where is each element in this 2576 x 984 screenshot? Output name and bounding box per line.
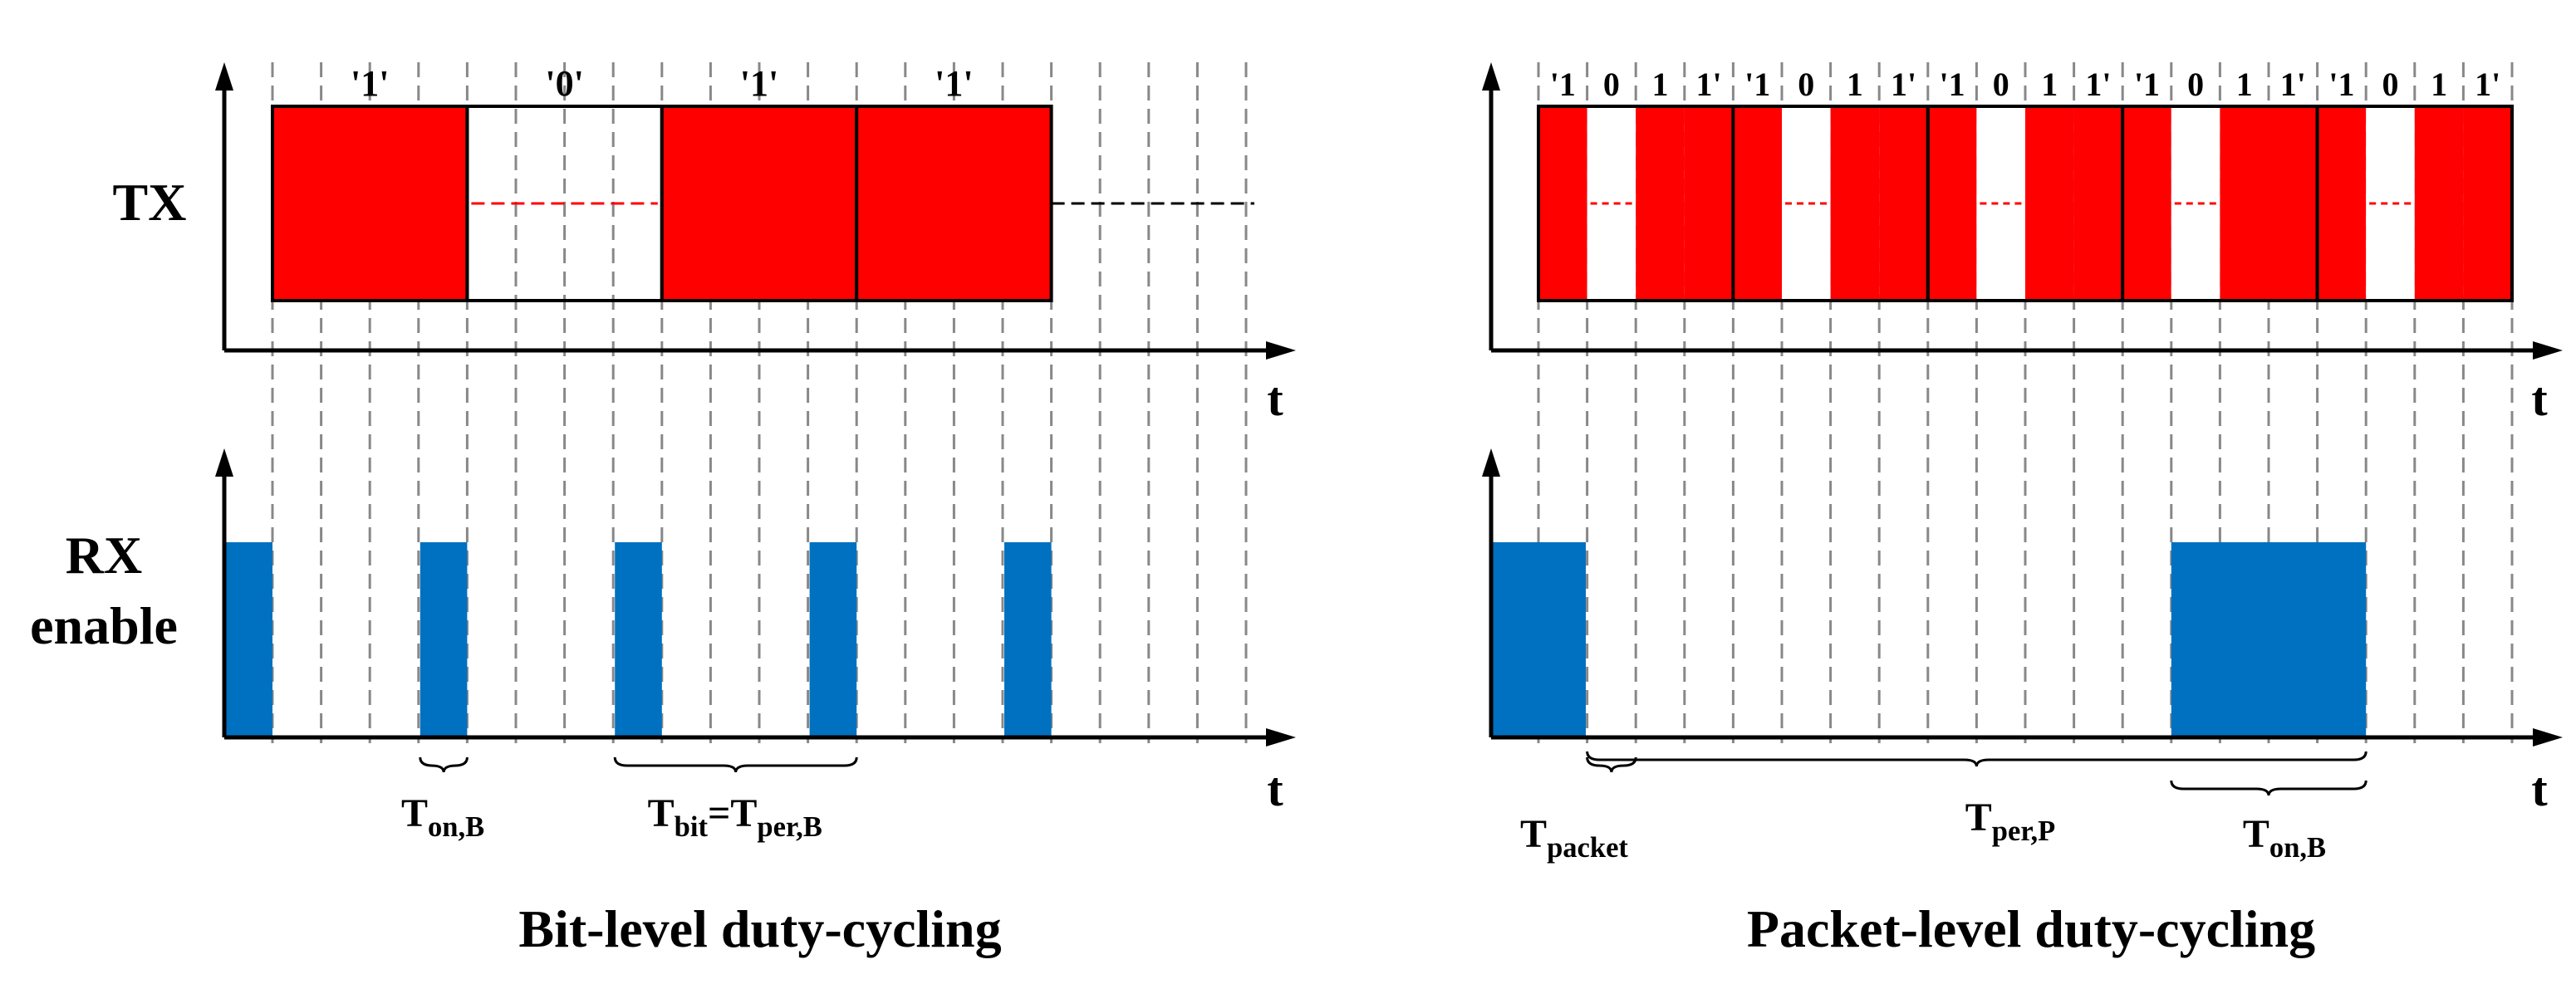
axis-label-t: t <box>2531 762 2548 816</box>
packet-symbol: 1' <box>2085 66 2111 103</box>
tx-packet-frame <box>2315 105 2515 302</box>
rx-pulse <box>1004 542 1052 737</box>
packet-symbol: 1 <box>2236 66 2253 103</box>
t-per-label: Tper,P <box>1965 796 2055 847</box>
axis-label-t: t <box>2531 372 2548 426</box>
tx-bit-one <box>855 105 1053 302</box>
tx-packet-one <box>1684 106 1734 301</box>
packet-symbol: '1 <box>2328 66 2354 103</box>
t-on-label: Ton,B <box>401 791 484 843</box>
t-bit-label: Tbit=Tper,B <box>648 791 822 843</box>
rx-pulse <box>615 542 662 737</box>
tx-packet-one <box>1879 106 1928 301</box>
t-per-brace <box>1586 751 2367 767</box>
rx-pulse-packet <box>2171 542 2367 737</box>
rx-pulse <box>224 542 272 737</box>
t-packet-label: Tpacket <box>1520 812 1628 864</box>
bit-label: '1' <box>740 63 778 104</box>
packet-symbol: 1' <box>2475 66 2500 103</box>
packet-symbol: 0 <box>1603 66 1620 103</box>
packet-symbol: '1 <box>1550 66 1576 103</box>
bit-label: '1' <box>935 63 973 104</box>
axis-label-t: t <box>1267 372 1283 426</box>
tx-bit-one <box>660 105 859 302</box>
t-on-brace <box>419 756 469 773</box>
packet-symbol: 1' <box>1696 66 1722 103</box>
rx-left-y-arrow <box>215 448 233 477</box>
tx-right-y-arrow <box>1482 62 1500 91</box>
tx-packet-one <box>2463 106 2512 301</box>
row-label-tx: TX <box>113 173 187 232</box>
packet-symbol: 0 <box>1798 66 1814 103</box>
t-bit-brace <box>613 756 858 773</box>
row-label-rx: RX <box>66 526 142 585</box>
rx-left-x-arrow <box>1266 728 1296 747</box>
tx-packet-one <box>2414 106 2464 301</box>
packet-symbol: 0 <box>1993 66 2009 103</box>
tx-packet-one <box>2122 106 2171 301</box>
tx-packet-one <box>1830 106 1880 301</box>
bit-label: '0' <box>545 63 583 104</box>
rx-pulse <box>420 542 468 737</box>
packet-symbol: 0 <box>2187 66 2204 103</box>
t-on-brace-right <box>2170 780 2367 796</box>
rx-right-y-arrow <box>1482 448 1500 477</box>
packet-symbol: 1' <box>1891 66 1916 103</box>
panel-title-packet: Packet-level duty-cycling <box>1747 899 2315 958</box>
tx-packet-one <box>2025 106 2074 301</box>
tx-left-x-arrow <box>1266 341 1296 360</box>
tx-bit-one <box>271 105 469 302</box>
tx-packet-one <box>2073 106 2123 301</box>
tx-left-y-arrow <box>215 62 233 91</box>
rx-pulse <box>809 542 857 737</box>
tx-packet-one <box>2317 106 2367 301</box>
packet-symbol: 1' <box>2280 66 2306 103</box>
tx-packet-one <box>1733 106 1782 301</box>
rx-pulse-packet <box>1491 542 1586 737</box>
tx-right-x-arrow <box>2533 341 2563 360</box>
t-on-label-right: Ton,B <box>2243 812 2326 864</box>
tx-packet-one <box>2220 106 2269 301</box>
packet-symbol: '1 <box>2134 66 2160 103</box>
tx-packet-one <box>2269 106 2318 301</box>
axis-label-t: t <box>1267 762 1283 816</box>
panel-title-bit: Bit-level duty-cycling <box>518 899 1001 958</box>
t-packet-brace <box>1586 756 1637 773</box>
tx-packet-one <box>1636 106 1685 301</box>
tx-packet-one <box>1538 106 1587 301</box>
packet-symbol: 1 <box>2431 66 2447 103</box>
packet-symbol: '1 <box>1744 66 1770 103</box>
packet-symbol: 1 <box>1652 66 1669 103</box>
bit-label: '1' <box>351 63 389 104</box>
tx-packet-one <box>1927 106 1977 301</box>
row-label-enable: enable <box>30 596 178 655</box>
packet-symbol: '1 <box>1940 66 1965 103</box>
packet-symbol: 1 <box>2041 66 2058 103</box>
packet-symbol: 1 <box>1847 66 1863 103</box>
rx-right-x-arrow <box>2533 728 2563 747</box>
packet-symbol: 0 <box>2382 66 2399 103</box>
